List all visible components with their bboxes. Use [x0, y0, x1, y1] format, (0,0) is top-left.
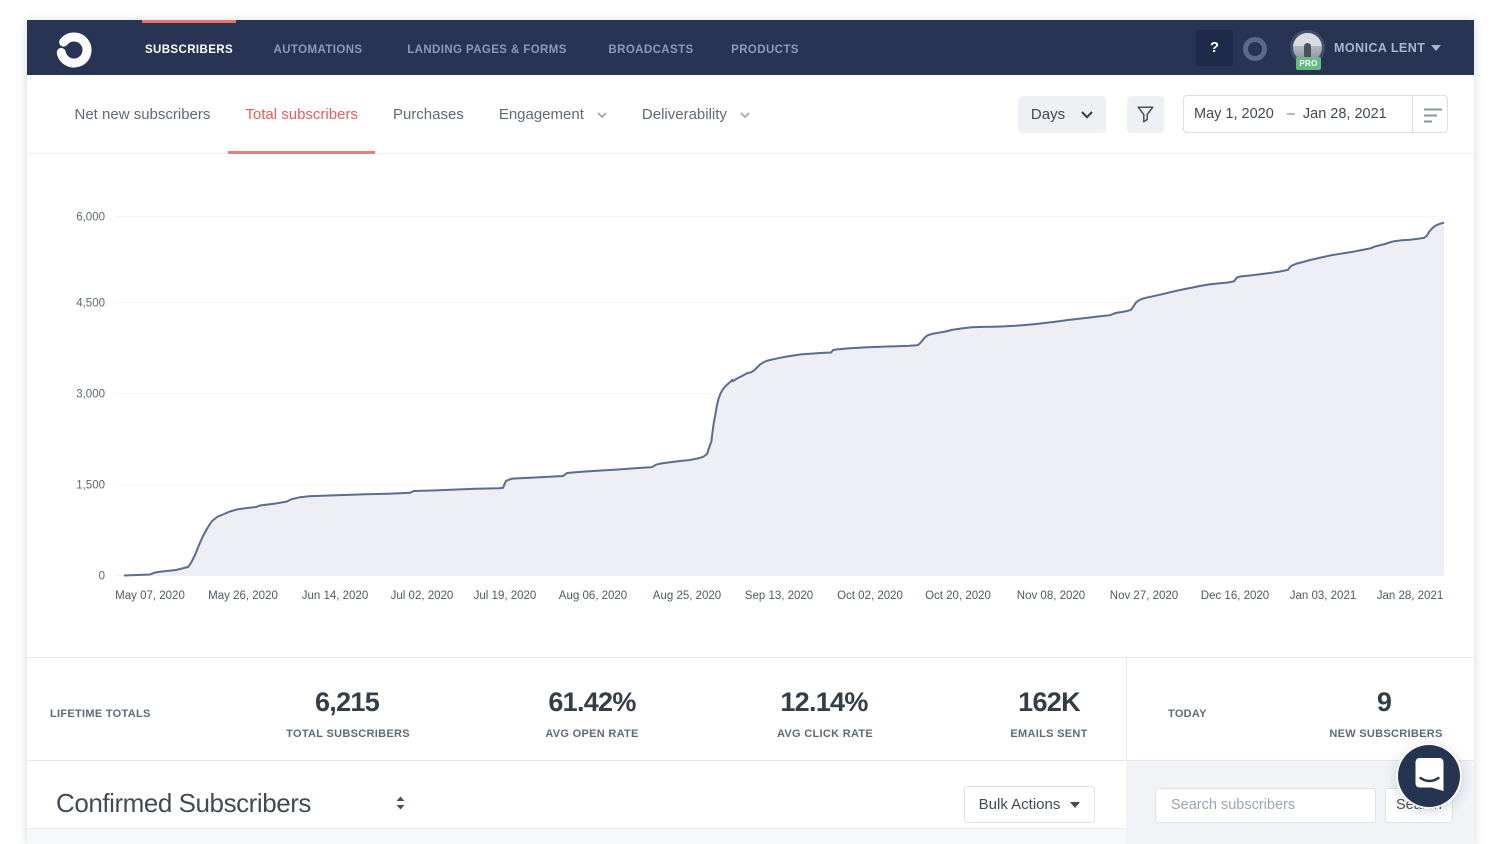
- svg-text:0: 0: [99, 571, 105, 583]
- svg-text:Jun 14, 2020: Jun 14, 2020: [302, 590, 369, 602]
- svg-text:Jan 28, 2021: Jan 28, 2021: [1377, 590, 1444, 602]
- svg-text:6,000: 6,000: [76, 212, 105, 224]
- svg-text:Dec 16, 2020: Dec 16, 2020: [1201, 590, 1269, 602]
- svg-text:4,500: 4,500: [76, 298, 105, 310]
- svg-text:Jan 03, 2021: Jan 03, 2021: [1290, 590, 1357, 602]
- svg-text:Oct 20, 2020: Oct 20, 2020: [925, 590, 991, 602]
- svg-text:Nov 08, 2020: Nov 08, 2020: [1017, 590, 1085, 602]
- svg-text:May 26, 2020: May 26, 2020: [208, 590, 278, 602]
- svg-text:3,000: 3,000: [76, 389, 105, 401]
- svg-text:Jul 02, 2020: Jul 02, 2020: [391, 590, 454, 602]
- svg-text:Oct 02, 2020: Oct 02, 2020: [837, 590, 903, 602]
- svg-text:Jul 19, 2020: Jul 19, 2020: [474, 590, 537, 602]
- svg-text:1,500: 1,500: [76, 480, 105, 492]
- svg-text:Sep 13, 2020: Sep 13, 2020: [745, 590, 813, 602]
- svg-text:May 07, 2020: May 07, 2020: [115, 590, 185, 602]
- svg-text:Nov 27, 2020: Nov 27, 2020: [1110, 590, 1178, 602]
- svg-text:Aug 25, 2020: Aug 25, 2020: [653, 590, 721, 602]
- svg-text:Aug 06, 2020: Aug 06, 2020: [559, 590, 627, 602]
